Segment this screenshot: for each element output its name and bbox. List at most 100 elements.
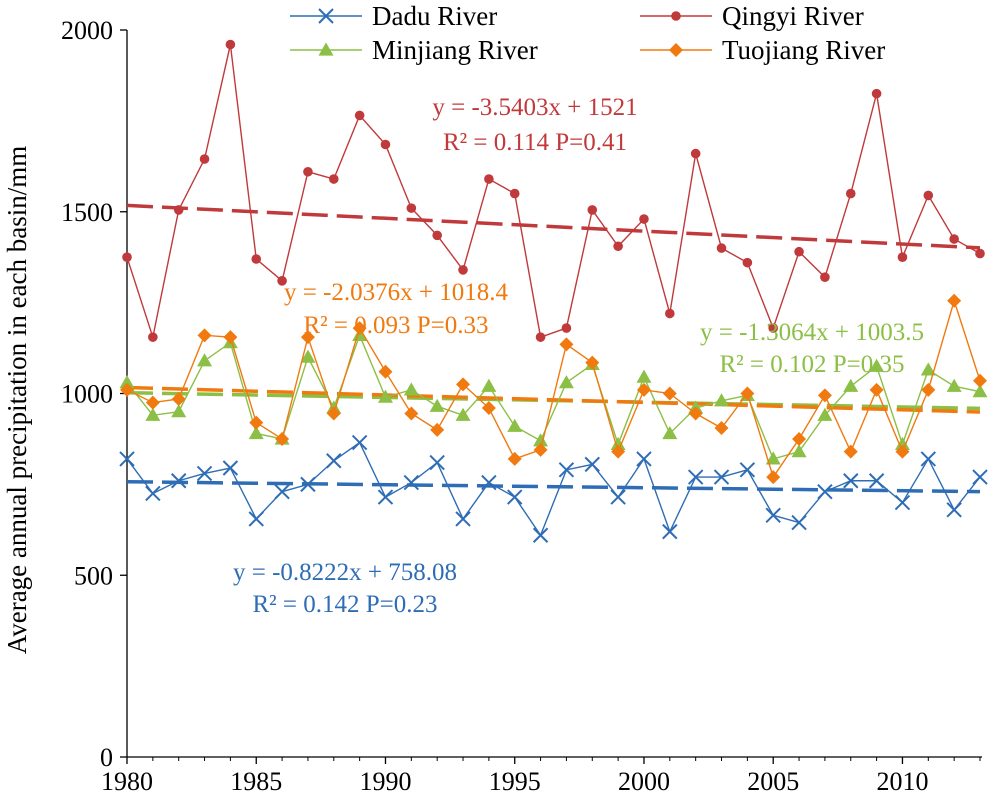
- data-point-marker: [533, 442, 548, 457]
- data-point-marker: [455, 511, 471, 527]
- data-point-marker: [713, 469, 730, 485]
- data-point-marker: [868, 473, 885, 489]
- data-point-marker: [923, 190, 934, 201]
- data-point-marker: [354, 110, 365, 121]
- trend-line-dadu-river: [126, 479, 981, 494]
- data-point-marker: [845, 188, 856, 199]
- data-point-marker: [949, 234, 959, 244]
- data-point-marker: [739, 462, 756, 478]
- series-line-qingyi-river: [126, 44, 981, 340]
- data-point-marker: [920, 451, 937, 467]
- trend-line-qingyi-river: [126, 203, 981, 250]
- data-point-marker: [639, 214, 649, 224]
- data-point-marker: [688, 406, 703, 421]
- data-point-marker: [507, 489, 523, 505]
- x-tick-label: 1995: [489, 767, 541, 796]
- data-point-marker: [248, 511, 264, 527]
- data-point-marker: [611, 444, 626, 459]
- y-tick-label: 500: [74, 561, 113, 590]
- data-point-marker: [920, 362, 936, 376]
- data-point-marker: [507, 418, 523, 432]
- data-point-marker: [742, 257, 753, 268]
- data-point-marker: [792, 431, 807, 446]
- data-point-marker: [558, 462, 575, 478]
- data-point-marker: [897, 252, 908, 262]
- legend-label: Dadu River: [372, 1, 497, 31]
- data-point-marker: [843, 444, 858, 459]
- x-tick-label: 1990: [359, 767, 411, 796]
- data-point-marker: [432, 230, 442, 241]
- data-point-marker: [300, 349, 316, 363]
- data-point-marker: [196, 465, 213, 482]
- data-point-marker: [817, 388, 832, 403]
- legend: Dadu River Qingyi River Minjiang River Tuoj…: [290, 1, 885, 65]
- data-point-marker: [947, 293, 962, 308]
- data-point-marker: [895, 444, 910, 459]
- data-point-marker: [791, 444, 807, 458]
- data-point-marker: [197, 328, 212, 343]
- data-point-marker: [587, 205, 598, 215]
- trend-annotation-minjiang-river: y = -1.3064x + 1003.5 R² = 0.102 P=0.35: [700, 319, 924, 378]
- trend-annotation-dadu-river: y = -0.8222x + 758.08 R² = 0.142 P=0.23: [233, 559, 457, 618]
- legend-entry-dadu-river: Dadu River: [290, 1, 497, 31]
- data-point-marker: [716, 243, 727, 253]
- data-point-marker: [197, 353, 213, 367]
- data-point-marker: [768, 323, 779, 333]
- data-point-marker: [249, 415, 264, 430]
- data-point-marker: [535, 332, 546, 342]
- data-point-marker: [869, 382, 884, 397]
- legend-entry-qingyi-river: Qingyi River: [640, 1, 864, 31]
- data-point-marker: [275, 431, 290, 446]
- data-point-marker: [119, 451, 135, 467]
- data-point-marker: [610, 436, 626, 451]
- data-point-marker: [894, 494, 911, 511]
- data-point-marker: [456, 377, 471, 392]
- data-point-marker: [794, 246, 804, 257]
- data-point-marker: [613, 241, 623, 252]
- data-point-marker: [610, 489, 626, 505]
- trend-equation: y = -2.0376x + 1018.4: [284, 279, 509, 306]
- data-point-marker: [662, 425, 678, 440]
- data-point-marker: [145, 395, 160, 410]
- data-point-marker: [119, 375, 135, 389]
- data-point-marker: [223, 330, 238, 345]
- y-tick-label: 1000: [61, 380, 113, 409]
- data-point-marker: [403, 474, 420, 491]
- legend-entry-minjiang-river: Minjiang River: [290, 35, 538, 65]
- series-qingyi-river: [122, 39, 985, 342]
- data-point-marker: [251, 254, 262, 264]
- data-point-marker: [300, 330, 315, 345]
- data-point-marker: [481, 474, 497, 491]
- data-point-marker: [765, 451, 781, 465]
- x-tick-label: 1980: [101, 767, 153, 796]
- trend-statistics: R² = 0.114 P=0.41: [443, 129, 627, 156]
- data-point-marker: [455, 407, 471, 421]
- data-point-marker: [222, 460, 239, 476]
- data-point-marker: [145, 407, 161, 421]
- legend-entry-tuojiang-river: Tuojiang River: [640, 35, 885, 65]
- data-point-marker: [671, 11, 681, 21]
- data-point-marker: [843, 378, 859, 392]
- data-point-marker: [173, 205, 184, 215]
- data-point-marker: [380, 139, 391, 150]
- data-point-marker: [869, 358, 885, 372]
- data-point-marker: [225, 39, 236, 50]
- legend-label: Tuojiang River: [722, 35, 885, 65]
- y-tick-label: 1500: [61, 198, 113, 227]
- data-point-marker: [406, 203, 417, 213]
- data-point-marker: [871, 88, 882, 99]
- data-point-marker: [894, 436, 910, 451]
- x-tick-label: 2010: [876, 767, 928, 796]
- series-line-minjiang-river: [126, 333, 981, 460]
- data-point-marker: [791, 514, 807, 531]
- data-point-marker: [975, 248, 985, 259]
- data-point-marker: [377, 389, 393, 403]
- data-point-marker: [972, 469, 988, 485]
- data-point-marker: [318, 42, 334, 56]
- data-point-marker: [170, 473, 187, 489]
- data-point-marker: [636, 451, 652, 467]
- data-point-marker: [318, 8, 334, 24]
- trend-annotation-tuojiang-river: y = -2.0376x + 1018.4 R² = 0.093 P=0.33: [284, 279, 509, 339]
- data-point-marker: [669, 43, 683, 57]
